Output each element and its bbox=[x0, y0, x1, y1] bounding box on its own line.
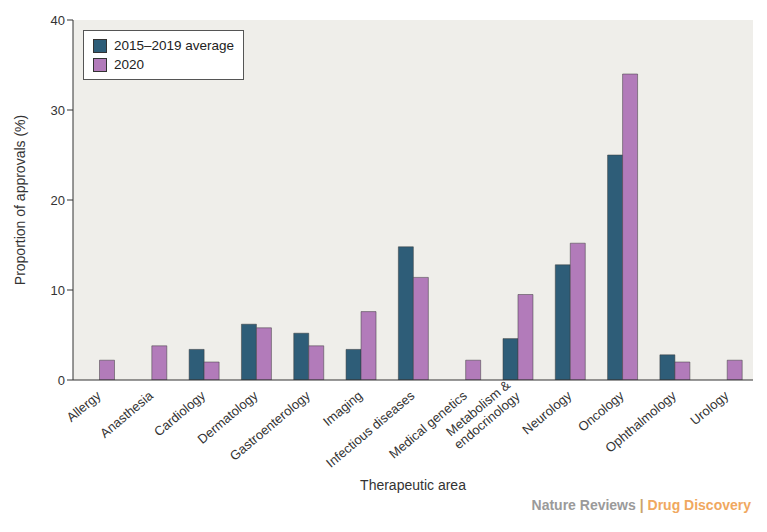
svg-text:0: 0 bbox=[58, 373, 65, 388]
svg-text:Therapeutic area: Therapeutic area bbox=[360, 477, 466, 493]
svg-text:Neurology: Neurology bbox=[519, 388, 574, 438]
svg-text:Metabolism &endocrinology: Metabolism &endocrinology bbox=[441, 377, 523, 452]
svg-text:Medical genetics: Medical genetics bbox=[386, 387, 470, 462]
svg-text:10: 10 bbox=[51, 283, 65, 298]
html-text:2020: 2020 bbox=[114, 57, 144, 72]
svg-text:30: 30 bbox=[51, 103, 65, 118]
svg-text:Urology: Urology bbox=[687, 388, 731, 429]
html-text:2015–2019 average: 2015–2019 average bbox=[114, 38, 235, 53]
svg-text:40: 40 bbox=[51, 13, 65, 28]
svg-text:Infectious diseases: Infectious diseases bbox=[323, 388, 418, 471]
svg-text:Imaging: Imaging bbox=[320, 388, 365, 429]
html-text:Nature Reviews | Drug Discover: Nature Reviews | Drug Discovery bbox=[531, 497, 751, 513]
svg-text:Oncology: Oncology bbox=[575, 388, 627, 435]
svg-text:Dermatology: Dermatology bbox=[194, 387, 261, 447]
svg-text:Anasthesia: Anasthesia bbox=[97, 387, 157, 440]
svg-text:Gastroenterology: Gastroenterology bbox=[227, 388, 313, 464]
svg-text:20: 20 bbox=[51, 193, 65, 208]
svg-text:Proportion of approvals (%): Proportion of approvals (%) bbox=[12, 115, 28, 285]
svg-text:Ophthalmology: Ophthalmology bbox=[602, 388, 679, 456]
svg-text:Cardiology: Cardiology bbox=[151, 387, 209, 440]
svg-text:Allergy: Allergy bbox=[64, 388, 104, 425]
